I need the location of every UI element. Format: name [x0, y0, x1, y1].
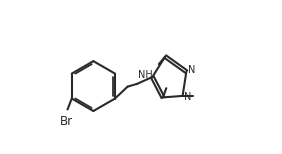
Text: Br: Br: [60, 115, 73, 128]
Text: N: N: [188, 65, 195, 75]
Text: NH: NH: [138, 70, 153, 80]
Text: N: N: [184, 92, 191, 102]
